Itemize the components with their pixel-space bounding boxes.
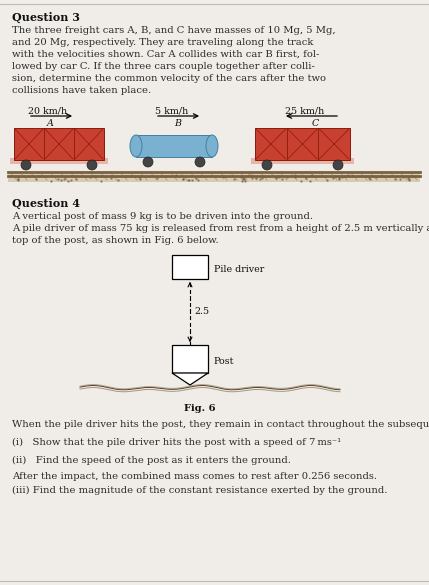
Text: 5 km/h: 5 km/h (155, 106, 188, 115)
Text: C: C (311, 119, 319, 128)
Text: When the pile driver hits the post, they remain in contact throughout the subseq: When the pile driver hits the post, they… (12, 420, 429, 429)
Text: The three freight cars A, B, and C have masses of 10 Mg, 5 Mg,: The three freight cars A, B, and C have … (12, 26, 335, 35)
Text: 20 km/h: 20 km/h (28, 106, 67, 115)
Text: 2.5: 2.5 (194, 308, 209, 316)
Text: B: B (175, 119, 181, 128)
Bar (255, 128, 350, 160)
Text: Post: Post (214, 356, 234, 366)
Circle shape (195, 157, 205, 167)
Text: Question 3: Question 3 (12, 12, 80, 23)
Bar (172, 345, 208, 373)
Text: 25 km/h: 25 km/h (285, 106, 324, 115)
Bar (136, 135, 212, 157)
Circle shape (21, 160, 31, 170)
Text: with the velocities shown. Car A collides with car B first, fol-: with the velocities shown. Car A collide… (12, 50, 319, 59)
Text: Fig. 6: Fig. 6 (184, 404, 216, 413)
Text: collisions have taken place.: collisions have taken place. (12, 86, 151, 95)
Ellipse shape (206, 135, 218, 157)
Text: sion, determine the common velocity of the cars after the two: sion, determine the common velocity of t… (12, 74, 326, 83)
Bar (172, 255, 208, 279)
Circle shape (87, 160, 97, 170)
Text: A pile driver of mass 75 kg is released from rest from a height of 2.5 m vertica: A pile driver of mass 75 kg is released … (12, 224, 429, 233)
Text: lowed by car C. If the three cars couple together after colli-: lowed by car C. If the three cars couple… (12, 62, 315, 71)
Bar (10, 158, 108, 164)
Bar (251, 158, 354, 164)
Text: top of the post, as shown in Fig. 6 below.: top of the post, as shown in Fig. 6 belo… (12, 236, 219, 245)
Text: Question 4: Question 4 (12, 198, 80, 209)
Bar (14, 128, 104, 160)
Ellipse shape (130, 135, 142, 157)
Polygon shape (172, 373, 208, 385)
Text: A: A (47, 119, 54, 128)
Text: (ii)   Find the speed of the post as it enters the ground.: (ii) Find the speed of the post as it en… (12, 456, 291, 465)
Text: Pile driver: Pile driver (214, 264, 264, 274)
Text: A vertical post of mass 9 kg is to be driven into the ground.: A vertical post of mass 9 kg is to be dr… (12, 212, 313, 221)
Circle shape (143, 157, 153, 167)
Text: and 20 Mg, respectively. They are traveling along the track: and 20 Mg, respectively. They are travel… (12, 38, 313, 47)
Circle shape (262, 160, 272, 170)
Text: After the impact, the combined mass comes to rest after 0.256 seconds.: After the impact, the combined mass come… (12, 472, 377, 481)
Text: (i)   Show that the pile driver hits the post with a speed of 7 ms⁻¹: (i) Show that the pile driver hits the p… (12, 438, 341, 447)
Text: (iii) Find the magnitude of the constant resistance exerted by the ground.: (iii) Find the magnitude of the constant… (12, 486, 387, 495)
Circle shape (333, 160, 343, 170)
Bar (8, 174, 420, 182)
